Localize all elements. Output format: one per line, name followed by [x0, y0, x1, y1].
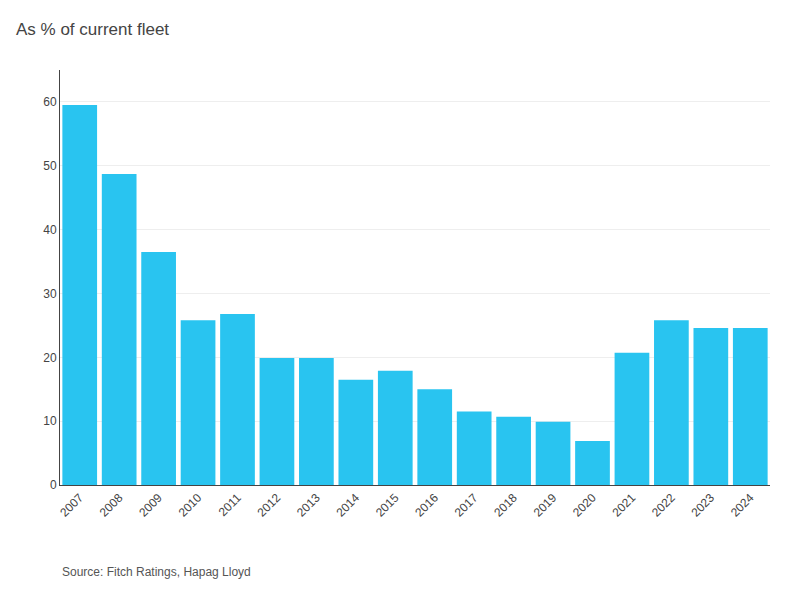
svg-text:60: 60 [43, 95, 57, 109]
svg-text:10: 10 [43, 414, 57, 428]
svg-text:2014: 2014 [333, 491, 362, 520]
svg-text:2019: 2019 [531, 491, 560, 520]
svg-text:2009: 2009 [136, 491, 165, 520]
svg-text:Source: Fitch Ratings, Hapag L: Source: Fitch Ratings, Hapag Lloyd [62, 565, 251, 579]
svg-text:2021: 2021 [610, 491, 639, 520]
svg-text:2023: 2023 [688, 491, 717, 520]
svg-text:2016: 2016 [412, 491, 441, 520]
svg-text:2011: 2011 [216, 491, 244, 519]
svg-text:2017: 2017 [452, 491, 481, 520]
svg-text:2022: 2022 [649, 491, 678, 520]
svg-text:2012: 2012 [255, 491, 284, 520]
svg-text:2007: 2007 [57, 491, 86, 520]
svg-text:20: 20 [43, 351, 57, 365]
svg-text:40: 40 [43, 223, 57, 237]
svg-text:2020: 2020 [570, 491, 599, 520]
svg-text:50: 50 [43, 159, 57, 173]
svg-text:2010: 2010 [176, 491, 205, 520]
svg-text:0: 0 [50, 478, 57, 492]
svg-text:As % of current fleet: As % of current fleet [16, 20, 169, 39]
svg-text:2018: 2018 [491, 491, 520, 520]
svg-text:30: 30 [43, 287, 57, 301]
svg-text:2015: 2015 [373, 491, 402, 520]
svg-text:2024: 2024 [728, 491, 757, 520]
svg-text:2008: 2008 [97, 491, 126, 520]
svg-text:2013: 2013 [294, 491, 323, 520]
